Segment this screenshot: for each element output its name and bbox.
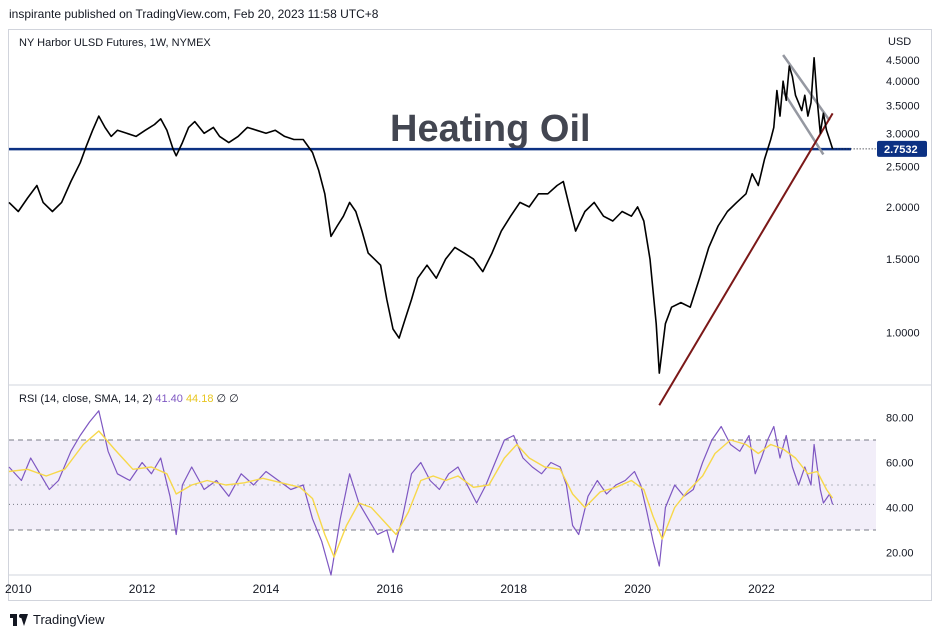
time-tick-label: 2018 xyxy=(500,582,527,596)
rsi-legend-value: 44.18 xyxy=(186,393,217,405)
price-tick-label: 1.5000 xyxy=(886,254,920,266)
rsi-title: RSI (14, close, SMA, 14, 2) xyxy=(19,393,155,405)
tradingview-logo-icon xyxy=(10,613,28,626)
tradingview-footer[interactable]: TradingView xyxy=(10,612,105,627)
heating-oil-annotation: Heating Oil xyxy=(390,108,591,150)
rsi-tick-label: 20.00 xyxy=(886,548,914,560)
time-tick-label: 2022 xyxy=(748,582,775,596)
time-tick-label: 2014 xyxy=(253,582,280,596)
price-tick-label: 4.5000 xyxy=(886,55,920,67)
trend-line xyxy=(658,112,834,406)
chart-frame xyxy=(8,29,932,601)
last-price-label-bg xyxy=(877,140,927,157)
symbol-label: NY Harbor ULSD Futures, 1W, NYMEX xyxy=(19,37,211,49)
time-tick-label: 2020 xyxy=(624,582,651,596)
price-tick-label: 3.0000 xyxy=(886,128,920,140)
price-tick-label: 4.0000 xyxy=(886,76,920,88)
y-axis-unit: USD xyxy=(888,36,911,48)
price-tick-label: 3.5000 xyxy=(886,100,920,112)
rsi-tick-label: 80.00 xyxy=(886,413,914,425)
price-series-line xyxy=(8,56,834,374)
rsi-tick-label: 60.00 xyxy=(886,458,914,470)
rsi-legend: RSI (14, close, SMA, 14, 2) 41.40 44.18 … xyxy=(19,393,239,405)
last-price-label: 2.7532 xyxy=(884,144,918,156)
price-tick-label: 2.0000 xyxy=(886,202,920,214)
price-tick-label: 2.5000 xyxy=(886,161,920,173)
rsi-line xyxy=(8,410,834,576)
time-tick-label: 2016 xyxy=(377,582,404,596)
rsi-tick-label: 40.00 xyxy=(886,503,914,515)
rsi-legend-value: 41.40 xyxy=(155,393,186,405)
time-tick-label: 2012 xyxy=(129,582,156,596)
rsi-legend-value: ∅ xyxy=(217,393,230,405)
rsi-sma-line xyxy=(8,430,834,558)
channel-line xyxy=(782,54,831,122)
rsi-legend-value: ∅ xyxy=(229,393,239,405)
price-tick-label: 1.0000 xyxy=(886,328,920,340)
time-tick-label: 2010 xyxy=(5,582,32,596)
publish-info: inspirante published on TradingView.com,… xyxy=(9,7,379,21)
tradingview-logo-text: TradingView xyxy=(33,612,105,627)
channel-line xyxy=(782,90,825,156)
